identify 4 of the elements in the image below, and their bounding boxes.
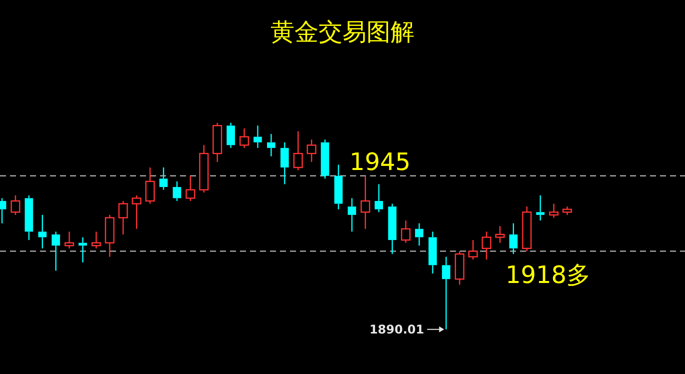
annotation: 1890.01 bbox=[369, 322, 424, 336]
ref-line-label: 1945 bbox=[349, 148, 411, 176]
text: 黄金交易图解 bbox=[270, 18, 414, 46]
ref-line-label: 1918多 bbox=[505, 261, 591, 290]
